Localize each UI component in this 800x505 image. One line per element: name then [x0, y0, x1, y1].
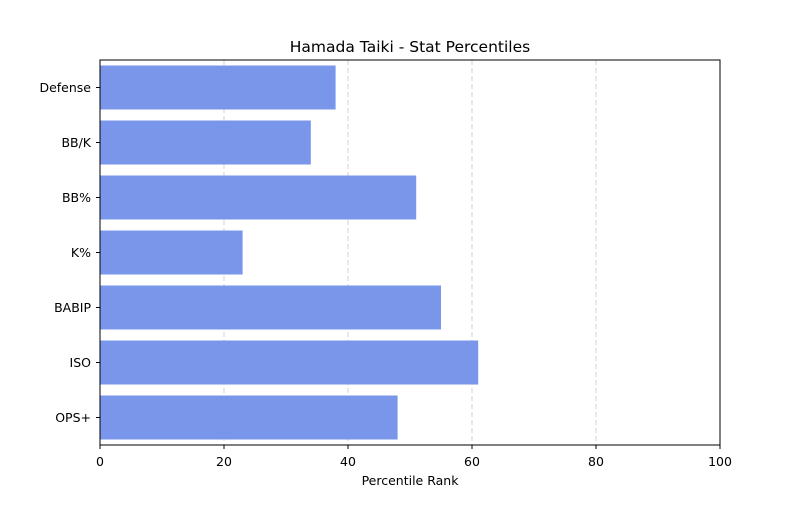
- y-tick-label: OPS+: [55, 410, 91, 425]
- y-tick-label: BB%: [62, 190, 91, 205]
- x-tick-label: 60: [464, 454, 480, 469]
- grid-lines: [223, 60, 597, 445]
- chart-title: Hamada Taiki - Stat Percentiles: [290, 38, 530, 56]
- bars: [100, 65, 479, 440]
- y-tick-label: K%: [71, 245, 91, 260]
- x-tick-label: 100: [708, 454, 732, 469]
- y-tick-label: ISO: [70, 355, 92, 370]
- y-tick-label: BB/K: [61, 135, 91, 150]
- x-axis-ticks: 0 20 40 60 80 100: [96, 445, 732, 469]
- x-tick-label: 0: [96, 454, 104, 469]
- bar-bb: [100, 175, 417, 220]
- x-axis-label: Percentile Rank: [362, 473, 460, 488]
- y-axis-ticks: Defense BB/K BB% K% BABIP ISO OPS+: [39, 80, 100, 425]
- y-tick-label: Defense: [39, 80, 91, 95]
- bar-bb-k: [100, 120, 311, 165]
- bar-k: [100, 230, 243, 275]
- bar-ops: [100, 395, 398, 440]
- bar-babip: [100, 285, 441, 330]
- x-tick-label: 40: [340, 454, 356, 469]
- y-tick-label: BABIP: [54, 300, 91, 315]
- x-tick-label: 20: [216, 454, 232, 469]
- bar-defense: [100, 65, 336, 110]
- bar-iso: [100, 340, 479, 385]
- x-tick-label: 80: [588, 454, 604, 469]
